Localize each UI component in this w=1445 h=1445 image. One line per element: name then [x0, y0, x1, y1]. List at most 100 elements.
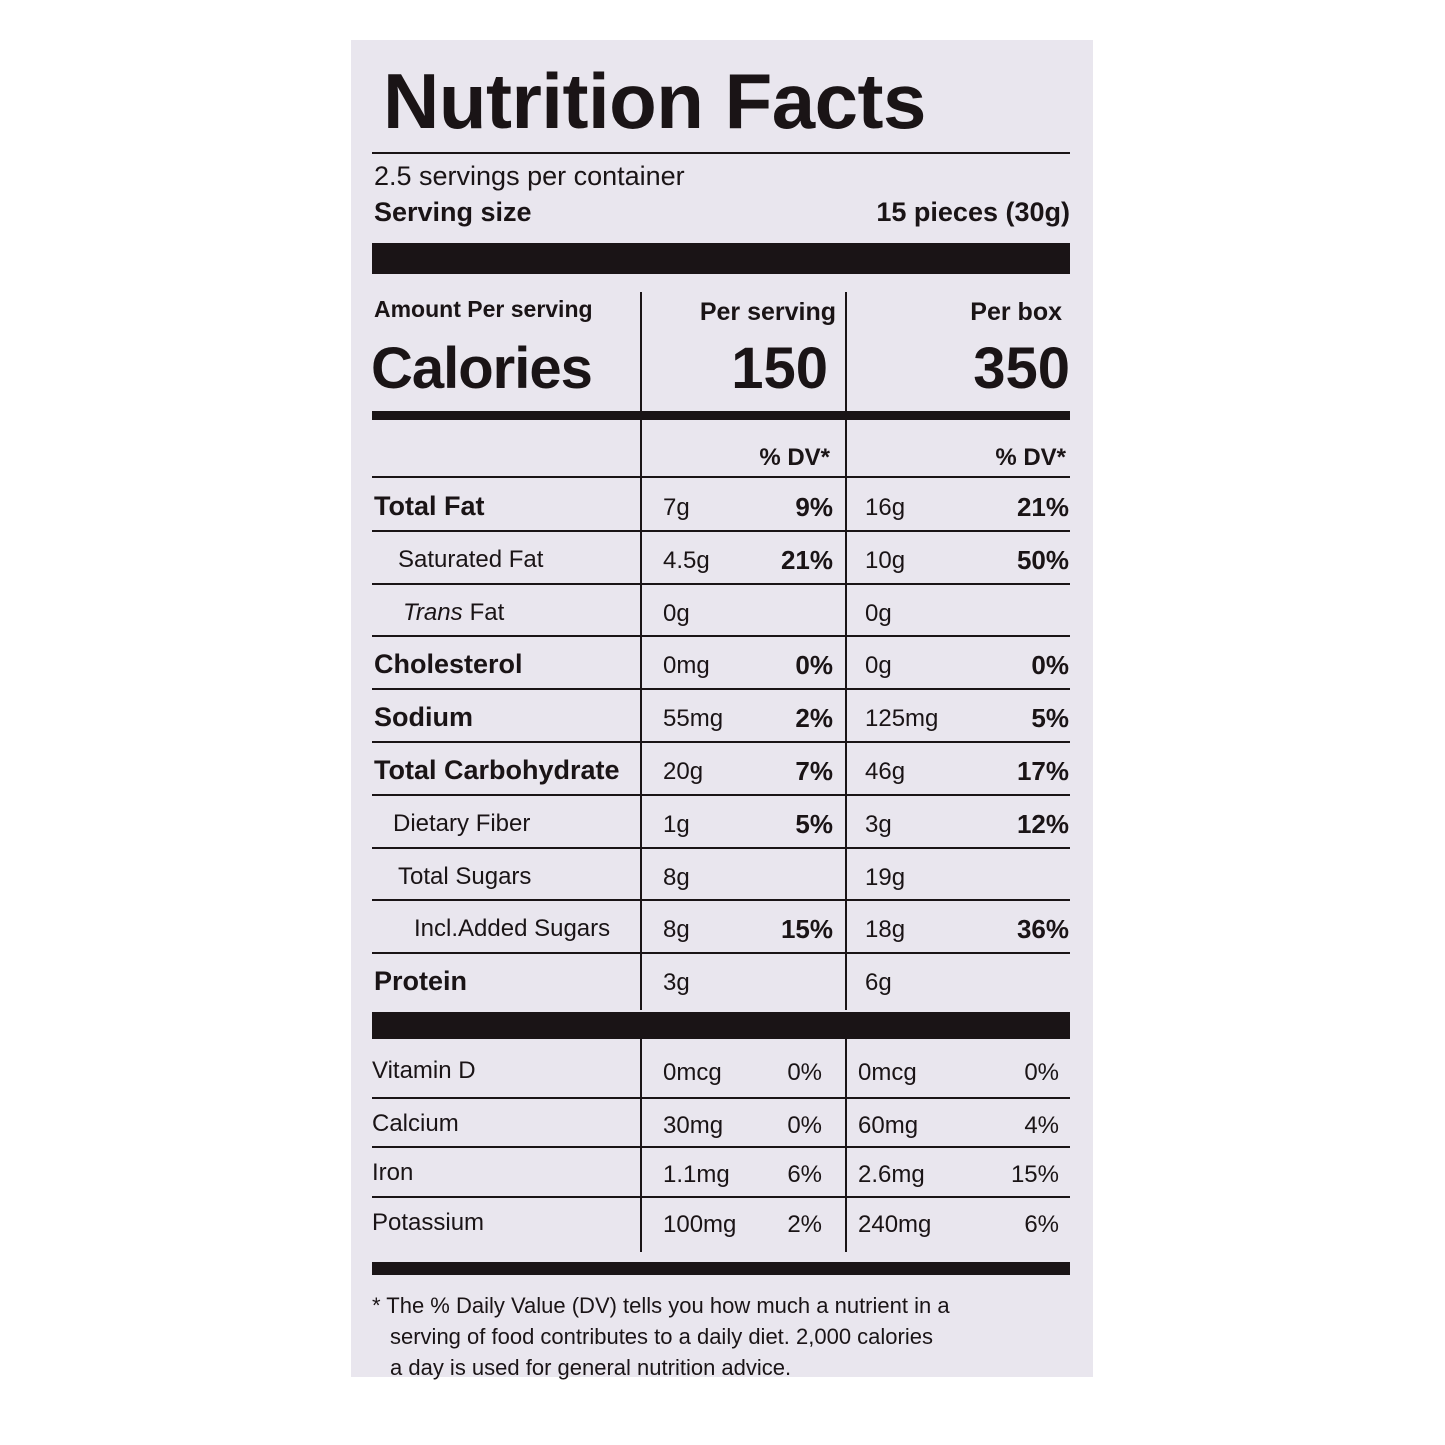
daily-value: 0% — [1031, 650, 1069, 681]
dv-header: % DV* — [759, 444, 830, 471]
amount: 0mg — [663, 652, 710, 680]
amount: 18g — [865, 916, 906, 944]
daily-value: 0% — [1024, 1059, 1059, 1086]
footnote-line: serving of food contributes to a daily d… — [390, 1324, 933, 1349]
calories-col2: 350 — [973, 336, 1070, 401]
divider — [640, 1039, 642, 1252]
rule — [372, 1196, 1070, 1198]
rule — [372, 793, 1070, 796]
amount: 4.5g — [663, 546, 710, 574]
amount: 7g — [663, 494, 690, 521]
daily-value: 0% — [787, 1059, 822, 1086]
daily-value: 5% — [795, 808, 833, 839]
title: Nutrition Facts — [383, 57, 926, 145]
daily-value: 2% — [795, 703, 833, 734]
daily-value: 7% — [795, 756, 833, 786]
nutrient-name: Incl.Added Sugars — [414, 915, 611, 943]
divider — [845, 1039, 847, 1252]
amount: 1g — [663, 810, 690, 838]
daily-value: 0% — [795, 650, 833, 681]
daily-value: 12% — [1016, 808, 1069, 839]
serving-size-label: Serving size — [374, 197, 532, 227]
vitamin-name: Iron — [372, 1159, 414, 1186]
rule — [372, 152, 1070, 154]
nutrient-name: Total Sugars — [398, 862, 532, 890]
daily-value: 9% — [795, 492, 833, 522]
amount: 240mg — [858, 1211, 932, 1238]
amount: 1.1mg — [663, 1161, 730, 1188]
rule — [372, 635, 1070, 638]
nutrient-name: Saturated Fat — [398, 545, 544, 573]
amount: 6g — [865, 969, 892, 997]
amount: 2.6mg — [858, 1161, 925, 1188]
rule — [372, 899, 1070, 902]
daily-value: 5% — [1031, 703, 1069, 734]
col1-header: Per serving — [699, 298, 836, 326]
rule — [372, 1262, 1070, 1275]
serving-size-value: 15 pieces (30g) — [876, 197, 1070, 227]
nutrient-name: Dietary Fiber — [393, 809, 531, 837]
daily-value: 17% — [1016, 756, 1069, 786]
calories-col1: 150 — [731, 336, 828, 401]
servings: 2.5 servings per container — [374, 161, 685, 191]
nutrient-name: Total Fat — [374, 491, 485, 521]
rule — [372, 846, 1070, 849]
amount: 3g — [865, 810, 892, 838]
amount: 0g — [865, 652, 892, 680]
daily-value: 50% — [1016, 544, 1069, 575]
amount: 30mg — [663, 1112, 724, 1139]
amount: 0mcg — [858, 1059, 917, 1086]
col2-header: Per box — [970, 298, 1062, 326]
rule — [372, 1012, 1070, 1039]
rule — [372, 741, 1070, 743]
amount: 10g — [865, 546, 906, 574]
rule — [372, 411, 1070, 420]
rule — [372, 476, 1070, 478]
rule — [372, 1146, 1070, 1148]
daily-value: 36% — [1016, 914, 1069, 945]
nutrient-name: Fat — [469, 598, 505, 626]
daily-value: 21% — [1016, 492, 1069, 522]
daily-value: 21% — [780, 544, 833, 575]
vitamin-name: Potassium — [372, 1209, 485, 1236]
rule — [372, 582, 1070, 585]
amount: 125mg — [865, 705, 939, 733]
amount: 3g — [663, 969, 690, 997]
daily-value: 0% — [787, 1112, 822, 1139]
divider — [845, 292, 847, 1010]
daily-value: 6% — [787, 1161, 822, 1188]
rule — [372, 243, 1070, 274]
dv-header: % DV* — [995, 444, 1066, 471]
amount: 20g — [663, 758, 704, 785]
amount: 46g — [865, 758, 906, 785]
divider — [640, 292, 642, 1010]
daily-value: 15% — [1010, 1161, 1059, 1188]
amount: 16g — [865, 494, 906, 521]
daily-value: 6% — [1024, 1211, 1059, 1238]
daily-value: 15% — [780, 914, 833, 945]
amount: 0g — [663, 599, 690, 627]
rule — [372, 529, 1070, 532]
amount: 0mcg — [663, 1059, 722, 1086]
amount: 8g — [663, 916, 690, 944]
nutrient-name: Protein — [374, 966, 468, 997]
amount: 55mg — [663, 705, 724, 733]
vitamin-name: Vitamin D — [372, 1057, 476, 1084]
daily-value: 4% — [1024, 1112, 1059, 1139]
vitamin-name: Calcium — [372, 1110, 459, 1137]
calories-label: Calories — [371, 336, 593, 401]
nutrient-name: Cholesterol — [374, 649, 523, 680]
rule — [372, 1097, 1070, 1099]
amount: 0g — [865, 599, 892, 627]
daily-value: 2% — [787, 1211, 822, 1238]
amount: 8g — [663, 863, 690, 891]
rule — [372, 952, 1070, 955]
nutrient-name: Sodium — [374, 702, 473, 733]
amount: 100mg — [663, 1211, 737, 1238]
footnote-line: a day is used for general nutrition advi… — [390, 1355, 792, 1380]
amount-header: Amount Per serving — [374, 296, 593, 322]
amount: 60mg — [858, 1112, 919, 1139]
amount: 19g — [865, 863, 906, 891]
nutrient-name: Total Carbohydrate — [374, 755, 620, 785]
